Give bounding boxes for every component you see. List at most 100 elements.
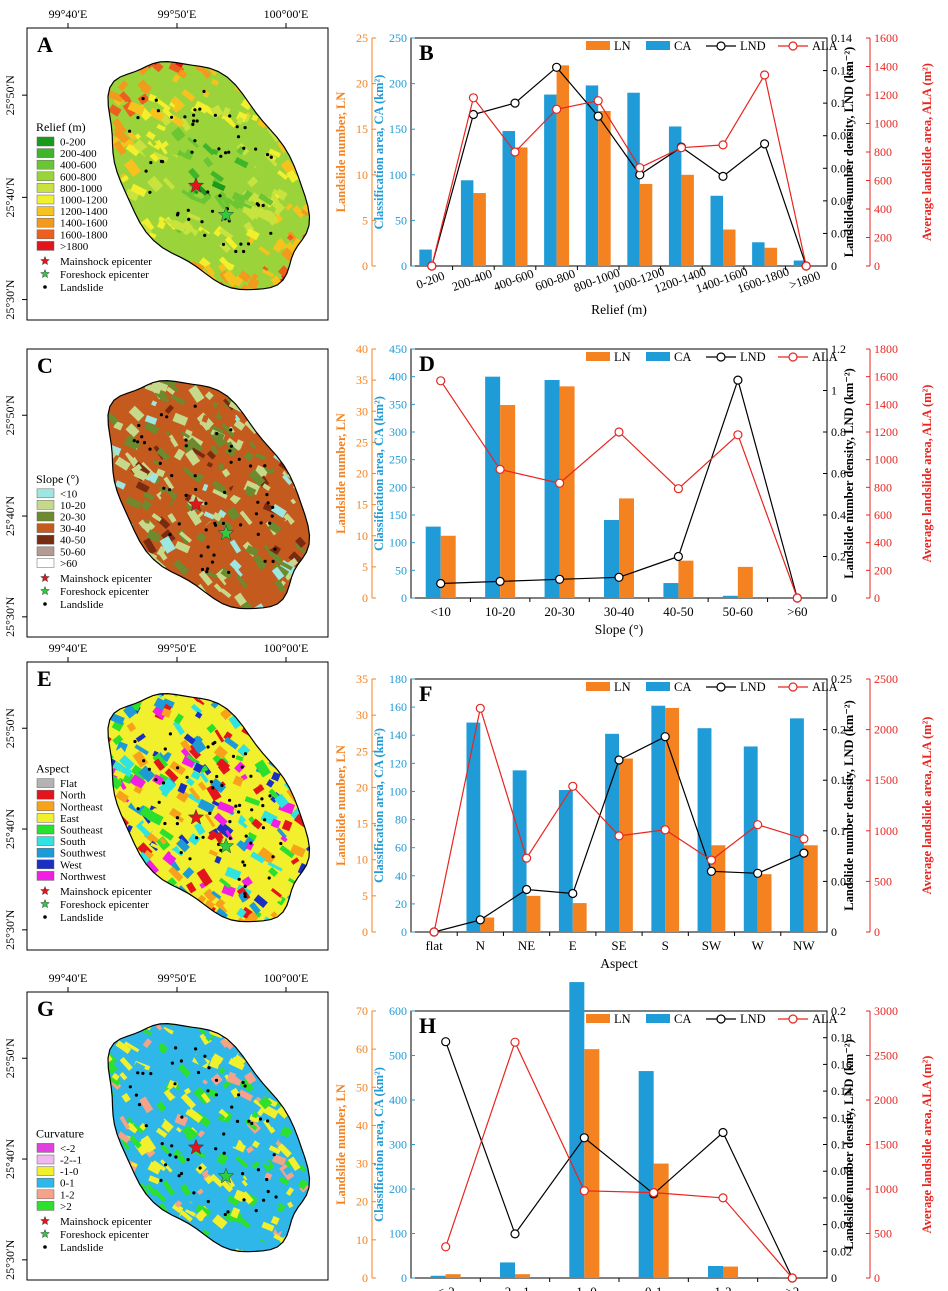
map-raster-cell — [213, 583, 223, 593]
ca-tick-label: 500 — [389, 1049, 407, 1063]
map-raster-cell — [158, 781, 173, 796]
map-raster-cell — [157, 431, 171, 445]
legend-swatch — [36, 500, 55, 510]
map-raster-cell — [302, 201, 310, 220]
map-raster-cell — [212, 401, 219, 409]
legend-lnd-label: LND — [740, 680, 766, 694]
landslide-point — [269, 231, 273, 235]
ala-point — [799, 834, 809, 844]
x-tick-label: 400-600 — [492, 267, 536, 294]
map-raster-cell — [277, 170, 289, 180]
map-legend-title: Curvature — [36, 1126, 84, 1140]
landslide-point — [192, 119, 196, 123]
landslide-point — [265, 1177, 269, 1182]
map-raster-cell — [133, 1061, 146, 1073]
map-raster-cell — [187, 212, 201, 222]
ala-tick-label: 500 — [874, 1227, 892, 1241]
landslide-point — [215, 432, 219, 436]
x-tick-label: NW — [793, 938, 815, 953]
map-raster-cell — [220, 1185, 226, 1192]
map-raster-cell — [241, 1179, 248, 1187]
map-raster-cell — [203, 1031, 212, 1040]
landslide-point — [255, 202, 259, 206]
map-raster-cell — [113, 769, 126, 780]
landslide-point — [207, 1066, 211, 1070]
landslide-point — [137, 423, 141, 428]
landslide-point — [200, 220, 204, 224]
landslide-point — [210, 209, 215, 213]
legend-swatch — [36, 511, 55, 522]
map-raster-cell — [171, 74, 181, 83]
map-raster-cell — [258, 193, 274, 206]
map-raster-cell — [120, 174, 129, 183]
ala-tick-label: 500 — [874, 874, 892, 888]
landslide-point — [243, 884, 247, 889]
ca-tick-label: 200 — [389, 480, 407, 494]
ln-bar — [764, 247, 778, 266]
landslide-point — [226, 1210, 230, 1214]
ca-tick-label: 0 — [401, 925, 407, 939]
map-raster-cell — [216, 757, 230, 772]
lnd-tick-label: 0.08 — [831, 129, 852, 143]
map-raster-cell — [141, 145, 155, 158]
map-raster-cell — [142, 1038, 153, 1049]
map-raster-cell — [197, 798, 216, 814]
landslide-point — [164, 1163, 168, 1167]
landslide-point — [177, 1174, 181, 1178]
chart-panel-f: 0 5 10 15 20 25 30 35 0 20 40 60 80 100 120 140 160 180 0 0… — [334, 672, 934, 971]
chart-panel-b: 051015202505010015020025000.020.040.060.… — [334, 31, 934, 317]
ca-tick-label: 40 — [395, 869, 407, 883]
ca-bar — [558, 790, 573, 932]
map-raster-cell — [189, 435, 204, 447]
ala-point — [635, 163, 645, 173]
map-raster-cell — [217, 1114, 226, 1122]
map-raster-cell — [298, 1164, 307, 1173]
ln-bar — [584, 1049, 600, 1278]
foreshock-star-icon — [217, 524, 235, 541]
landslide-point — [234, 804, 238, 808]
map-raster-cell — [221, 196, 231, 208]
lnd-tick-label: 0.04 — [831, 1218, 852, 1232]
map-raster-cell — [172, 720, 185, 736]
map-raster-cell — [148, 1175, 160, 1185]
map-raster-cell — [218, 877, 231, 889]
map-raster-cell — [285, 1135, 298, 1149]
ala-point — [441, 1242, 451, 1252]
map-raster-cell — [144, 415, 158, 425]
ln-bar — [665, 707, 680, 932]
x-tick-label: >1800 — [787, 268, 822, 292]
ln-bar — [473, 193, 486, 266]
map-raster-cell — [246, 150, 262, 168]
landslide-point — [229, 460, 233, 464]
map-raster-cell — [185, 231, 199, 246]
landslide-point — [259, 521, 263, 525]
landslide-point — [228, 820, 232, 824]
ca-bar — [708, 1265, 723, 1278]
ln-bar — [681, 174, 694, 266]
legend-swatch — [36, 871, 55, 881]
ala-tick-label: 2500 — [874, 1049, 898, 1063]
landslide-point — [265, 493, 269, 497]
lnd-tick-label: 0.02 — [831, 1244, 852, 1258]
legend-ln-swatch — [586, 352, 610, 361]
map-raster-cell — [185, 437, 204, 456]
ca-bar — [485, 376, 501, 598]
legend-landslide-icon — [43, 1245, 47, 1249]
map-raster-cell — [202, 1079, 208, 1085]
ala-tick-label: 1200 — [874, 88, 898, 102]
map-raster-cell — [151, 512, 162, 522]
lon-tick-label: 99°50′E — [158, 971, 197, 985]
ln-bar — [723, 229, 736, 266]
map-raster-cell — [268, 1145, 281, 1155]
map-raster-cell — [193, 189, 199, 195]
map-raster-cell — [172, 559, 189, 576]
map-raster-cell — [185, 881, 197, 894]
legend-ca-label: CA — [674, 680, 691, 694]
landslide-point — [205, 570, 209, 574]
landslide-point — [168, 532, 172, 537]
map-raster-cell — [193, 822, 206, 836]
map-raster-cell — [213, 812, 228, 827]
landslide-point — [239, 523, 243, 527]
legend-swatch — [36, 847, 55, 858]
ala-point — [676, 143, 687, 153]
